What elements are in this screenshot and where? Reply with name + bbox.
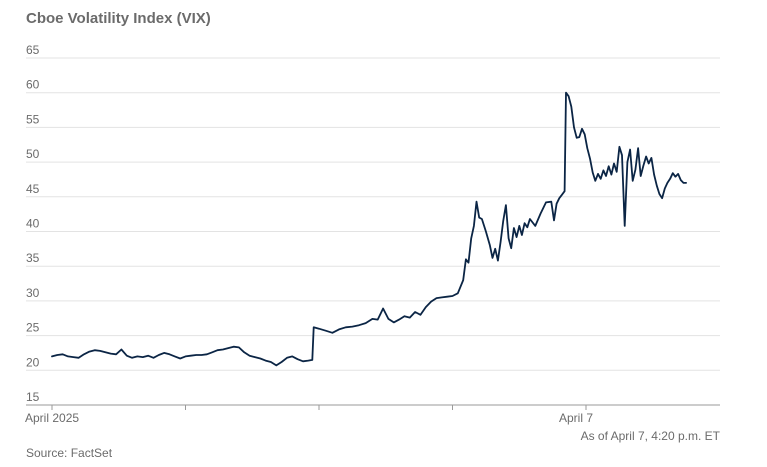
- y-tick-label: 15: [26, 390, 40, 404]
- x-tick-label: April 2025: [25, 411, 79, 425]
- vix-series-line: [51, 91, 687, 367]
- y-tick-label: 65: [26, 43, 40, 57]
- as-of-note: As of April 7, 4:20 p.m. ET: [580, 429, 720, 443]
- y-tick-label: 25: [26, 321, 40, 335]
- y-tick-label: 40: [26, 217, 40, 231]
- y-tick-label: 55: [26, 112, 40, 126]
- y-tick-label: 30: [26, 286, 40, 300]
- chart-title: Cboe Volatility Index (VIX): [26, 10, 211, 27]
- y-tick-label: 20: [26, 355, 40, 369]
- source-note: Source: FactSet: [26, 446, 113, 460]
- y-tick-label: 60: [26, 78, 40, 92]
- x-tick-label: April 7: [559, 411, 593, 425]
- y-tick-label: 50: [26, 147, 40, 161]
- y-tick-label: 35: [26, 251, 40, 265]
- y-tick-label: 45: [26, 182, 40, 196]
